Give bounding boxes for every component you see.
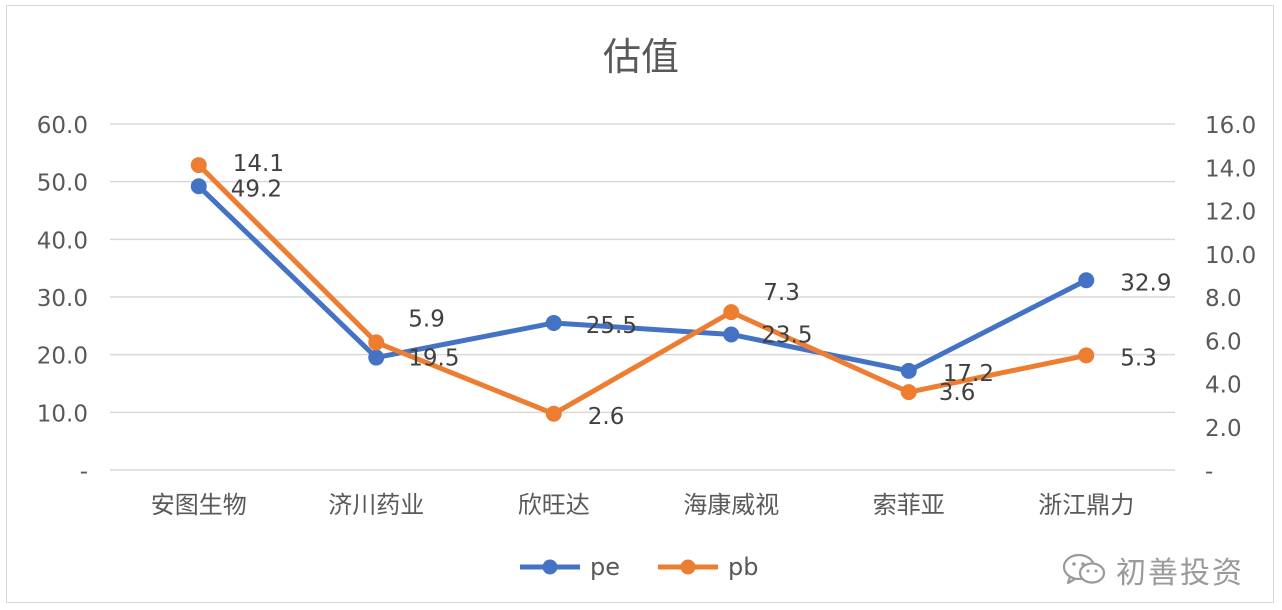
y-left-tick-label: 30.0 xyxy=(37,286,88,312)
data-label-pe: 23.5 xyxy=(761,322,812,348)
legend-marker-pb xyxy=(680,559,696,575)
data-label-pe: 19.5 xyxy=(408,346,459,372)
chart-title: 估值 xyxy=(603,35,679,79)
y-left-tick-label: - xyxy=(80,459,88,485)
x-tick-label: 索菲亚 xyxy=(873,491,945,519)
y-right-tick-label: 6.0 xyxy=(1205,329,1242,355)
x-tick-label: 浙江鼎力 xyxy=(1038,491,1134,519)
y-left-tick-label: 60.0 xyxy=(37,113,88,139)
x-tick-label: 欣旺达 xyxy=(518,491,590,519)
data-label-pe: 17.2 xyxy=(943,361,994,387)
data-label-pb: 5.9 xyxy=(408,306,445,332)
y-right-tick-label: 16.0 xyxy=(1205,113,1256,139)
series-line-pe xyxy=(196,183,1089,374)
y-right-tick-label: - xyxy=(1205,459,1213,485)
y-right-tick-label: 12.0 xyxy=(1205,200,1256,226)
data-label-pb: 7.3 xyxy=(763,280,800,306)
data-point-pb xyxy=(1078,347,1095,364)
data-point-pb xyxy=(723,304,740,321)
legend-label-pe: pe xyxy=(590,553,620,581)
data-point-pb xyxy=(900,384,917,401)
data-point-pb xyxy=(545,405,562,422)
data-label-pb: 14.1 xyxy=(233,151,284,177)
y-left-tick-label: 10.0 xyxy=(37,401,88,427)
data-label-pb: 5.3 xyxy=(1120,345,1157,371)
data-point-pe xyxy=(190,178,207,195)
data-point-pe xyxy=(1078,272,1095,289)
x-tick-label: 安图生物 xyxy=(151,491,247,519)
legend-marker-pe xyxy=(542,559,558,575)
data-point-pe xyxy=(723,326,740,343)
data-point-pe xyxy=(368,349,385,366)
x-tick-label: 济川药业 xyxy=(328,491,424,519)
y-left-tick-label: 50.0 xyxy=(37,171,88,197)
y-left-tick-label: 20.0 xyxy=(37,344,88,370)
watermark: 初善投资 xyxy=(1062,548,1244,592)
data-point-pe xyxy=(900,362,917,379)
data-point-pb xyxy=(190,157,207,174)
data-label-pe: 25.5 xyxy=(586,313,637,339)
data-point-pe xyxy=(545,314,562,331)
watermark-text: 初善投资 xyxy=(1116,556,1244,591)
legend-label-pb: pb xyxy=(728,553,758,581)
data-label-pb: 3.6 xyxy=(939,380,976,406)
series-line-pb xyxy=(196,162,1089,417)
wechat-icon xyxy=(1062,553,1106,585)
y-left-tick-label: 40.0 xyxy=(37,228,88,254)
chart-frame xyxy=(6,5,1274,603)
data-label-pe: 32.9 xyxy=(1120,270,1171,296)
y-right-tick-label: 10.0 xyxy=(1205,243,1256,269)
data-label-pe: 49.2 xyxy=(231,176,282,202)
x-tick-label: 海康威视 xyxy=(683,491,779,519)
y-right-tick-label: 14.0 xyxy=(1205,156,1256,182)
y-right-tick-label: 2.0 xyxy=(1205,416,1242,442)
data-label-pb: 2.6 xyxy=(588,404,625,430)
data-point-pb xyxy=(368,334,385,351)
y-right-tick-label: 4.0 xyxy=(1205,373,1242,399)
y-right-tick-label: 8.0 xyxy=(1205,286,1242,312)
